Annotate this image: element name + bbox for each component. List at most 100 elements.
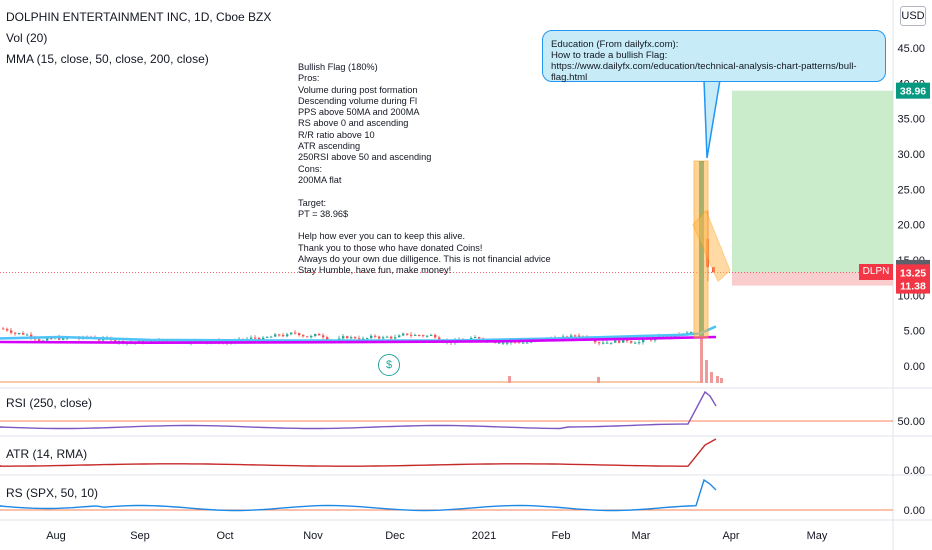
candle-body	[498, 343, 500, 344]
price-tick: 20.00	[897, 220, 925, 232]
candle-body	[370, 336, 372, 338]
volume-bar	[705, 360, 708, 383]
candle-body	[6, 329, 8, 331]
rs-line	[0, 480, 716, 511]
volume-bar	[720, 378, 723, 383]
profit-zone	[732, 91, 893, 273]
candle-body	[350, 337, 352, 338]
candle-body	[2, 329, 4, 330]
candle-body	[382, 337, 384, 338]
candle-body	[274, 334, 276, 336]
price-tag-label: 13.25	[900, 267, 926, 279]
note-line: ATR ascending	[298, 141, 551, 152]
callout-line-2: How to trade a bullish Flag:	[551, 50, 877, 61]
volume-bar	[508, 376, 511, 383]
candle-body	[366, 338, 368, 339]
candle-body	[254, 338, 256, 339]
rsi-label[interactable]: RSI (250, close)	[6, 396, 92, 410]
note-line: 200MA flat	[298, 175, 551, 186]
time-tick: Mar	[632, 530, 651, 542]
candle-body	[250, 338, 252, 339]
idea-note[interactable]: Bullish Flag (180%) Pros: Volume during po…	[298, 62, 551, 277]
candle-body	[270, 337, 272, 338]
candle-body	[526, 343, 528, 344]
currency-button[interactable]: USD	[900, 6, 926, 26]
candle-body	[310, 336, 312, 337]
candle-body	[390, 337, 392, 339]
time-tick: Nov	[303, 530, 323, 542]
note-line: Always do your own due dilligence. This …	[298, 254, 551, 265]
candle-body	[638, 342, 640, 343]
price-tick: 25.00	[897, 184, 925, 196]
candle-body	[506, 343, 508, 344]
note-line: PPS above 50MA and 200MA	[298, 107, 551, 118]
atr-tick: 0.00	[904, 465, 925, 477]
candle-body	[394, 337, 396, 338]
candle-body	[354, 337, 356, 338]
ma-legend[interactable]: MMA (15, close, 50, close, 200, close)	[6, 52, 209, 66]
note-line: Target:	[298, 198, 551, 209]
note-line: RS above 0 and ascending	[298, 118, 551, 129]
candle-body	[474, 337, 476, 338]
candle-body	[410, 335, 412, 336]
candle-body	[326, 337, 328, 339]
candle-body	[38, 339, 40, 341]
note-line: Cons:	[298, 164, 551, 175]
price-tick: 30.00	[897, 149, 925, 161]
candle-body	[386, 337, 388, 338]
note-line: R/R ratio above 10	[298, 130, 551, 141]
rsi-line	[0, 392, 716, 429]
symbol-title: DOLPHIN ENTERTAINMENT INC, 1D, Cboe BZX	[6, 10, 271, 24]
candle-body	[346, 336, 348, 338]
price-tag-label: 11.38	[900, 281, 926, 293]
note-line: Descending volume during Fl	[298, 96, 551, 107]
candle-body	[414, 335, 416, 336]
note-line: 250RSI above 50 and ascending	[298, 152, 551, 163]
dividend-icon[interactable]: $	[378, 354, 400, 376]
time-tick: Oct	[216, 530, 233, 542]
time-tick: Aug	[46, 530, 66, 542]
candle-body	[282, 335, 284, 336]
callout-link[interactable]: https://www.dailyfx.com/education/techni…	[551, 61, 877, 83]
candle-body	[426, 336, 428, 337]
candle-body	[278, 334, 280, 335]
note-line: Bullish Flag (180%)	[298, 62, 551, 73]
candle-body	[302, 335, 304, 336]
callout-pointer	[704, 80, 720, 158]
candle-body	[634, 343, 636, 344]
time-tick: Feb	[552, 530, 571, 542]
candle-body	[374, 336, 376, 337]
candle-body	[502, 343, 504, 344]
volume-legend[interactable]: Vol (20)	[6, 31, 47, 45]
volume-bar	[716, 376, 719, 383]
note-line	[298, 186, 551, 197]
price-tick: 45.00	[897, 43, 925, 55]
time-tick: 2021	[472, 530, 496, 542]
candle-body	[422, 335, 424, 336]
candle-body	[318, 334, 320, 335]
candle-body	[266, 337, 268, 338]
rsi-tick: 50.00	[897, 416, 925, 428]
candle-body	[306, 336, 308, 337]
rs-label[interactable]: RS (SPX, 50, 10)	[6, 486, 98, 500]
candle-body	[314, 334, 316, 336]
candle-body	[522, 343, 524, 344]
candle-body	[434, 335, 436, 337]
ticker-badge: DLPN	[859, 264, 893, 280]
candle-body	[290, 333, 292, 335]
candle-body	[610, 343, 612, 344]
candle-body	[342, 336, 344, 338]
candle-body	[478, 337, 480, 338]
volume-bar	[710, 372, 713, 383]
candle-body	[598, 342, 600, 343]
rs-tick: 0.00	[904, 505, 925, 517]
atr-label[interactable]: ATR (14, RMA)	[6, 447, 87, 461]
price-tick: 35.00	[897, 114, 925, 126]
candle-body	[286, 334, 288, 336]
candle-body	[22, 333, 24, 335]
price-tag-label: 38.96	[900, 86, 926, 98]
candle-body	[602, 343, 604, 344]
education-callout[interactable]: Education (From dailyfx.com): How to tra…	[542, 30, 886, 82]
candle-body	[298, 333, 300, 335]
atr-line	[0, 439, 716, 466]
